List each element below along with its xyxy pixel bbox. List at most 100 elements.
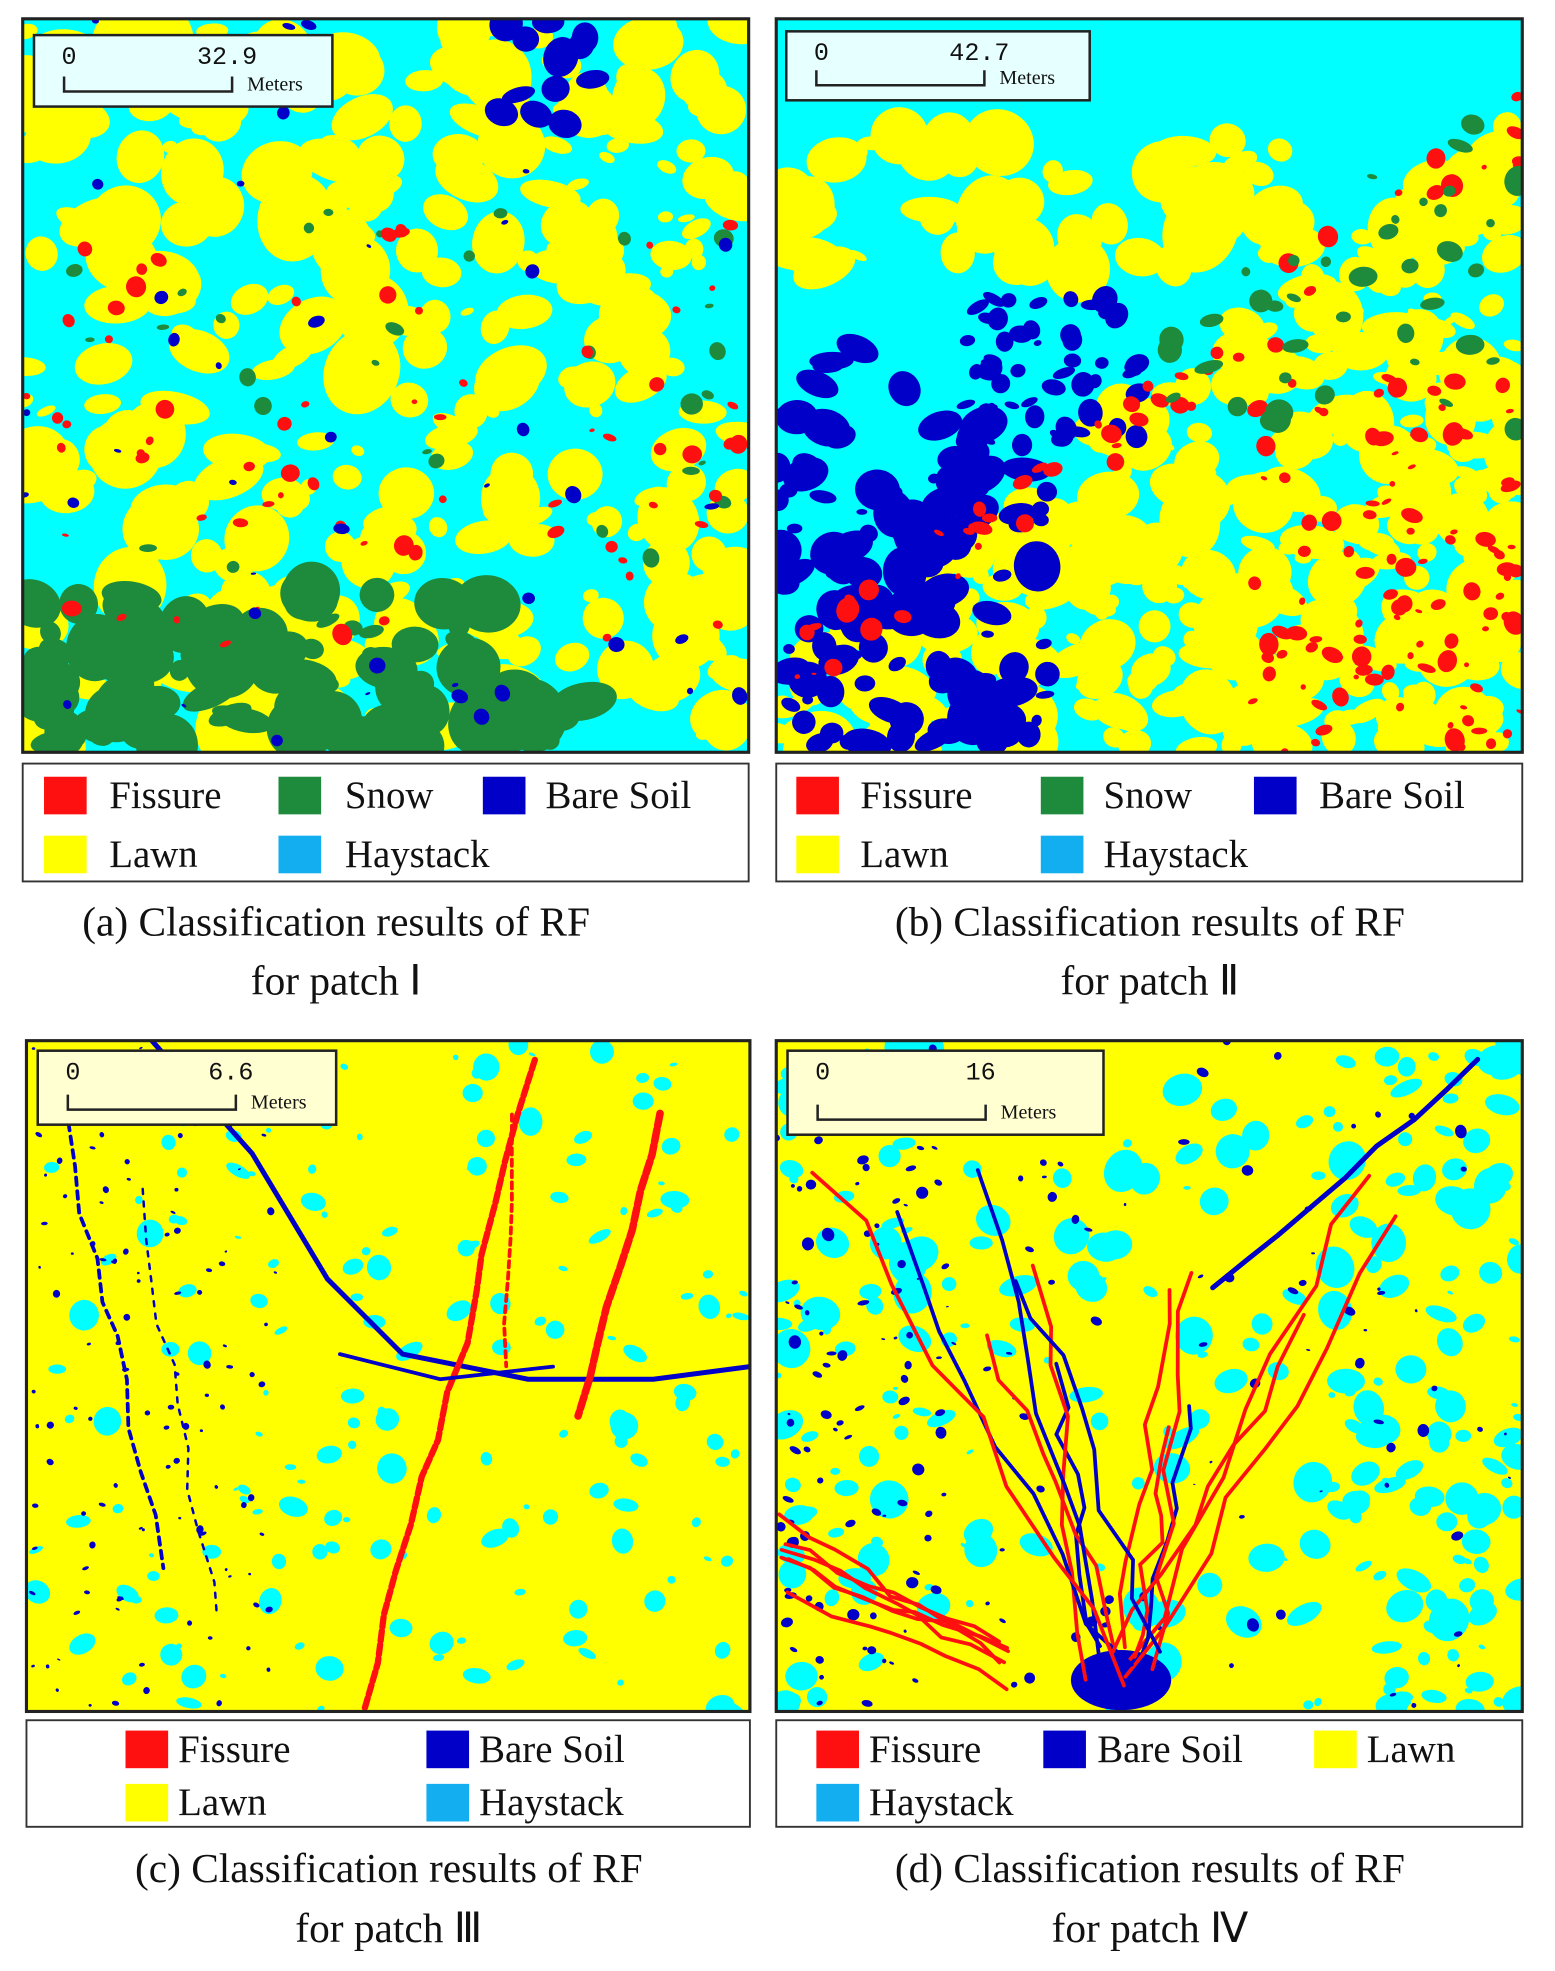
map-patch xyxy=(408,544,423,561)
map-patch xyxy=(784,1587,792,1593)
map-patch xyxy=(543,36,579,77)
map-patch xyxy=(658,1181,665,1186)
map-patch xyxy=(981,513,998,523)
map-patch xyxy=(827,530,873,564)
map-patch xyxy=(545,1320,565,1339)
legend-box xyxy=(775,762,1524,883)
map-patch xyxy=(287,668,327,698)
map-patch xyxy=(787,1413,791,1416)
map-patch xyxy=(115,1607,120,1611)
legend-label: Haystack xyxy=(345,833,490,876)
map-patch xyxy=(935,1409,946,1417)
map-patch xyxy=(359,624,384,639)
map-patch xyxy=(187,1341,212,1366)
map-patch xyxy=(1417,558,1428,565)
map-patch xyxy=(177,1132,183,1139)
map-patch xyxy=(724,1127,740,1142)
map-patch xyxy=(1375,1111,1381,1118)
map-patch xyxy=(197,1289,203,1295)
map-patch xyxy=(1299,597,1306,605)
map-patch xyxy=(571,22,599,53)
map-patch xyxy=(1463,582,1481,601)
map-line xyxy=(361,1056,538,1712)
map-patch xyxy=(1311,738,1321,747)
map-patch xyxy=(325,1541,341,1554)
map-patch xyxy=(786,1418,795,1427)
map-frame xyxy=(21,17,751,754)
map-patch xyxy=(174,1291,182,1295)
map-patch xyxy=(1066,633,1081,645)
map-patch xyxy=(1327,1368,1365,1394)
map-patch xyxy=(931,1145,938,1150)
map-patch xyxy=(782,1496,794,1503)
map-patch xyxy=(1012,475,1033,490)
map-patch xyxy=(968,523,978,532)
map-patch xyxy=(800,1296,841,1331)
map-patch xyxy=(123,1313,131,1321)
map-patch xyxy=(262,501,275,508)
map-patch xyxy=(859,1283,882,1300)
map-patch xyxy=(1407,308,1425,320)
map-patch xyxy=(84,394,122,415)
map-patch xyxy=(912,1570,920,1575)
map-patch xyxy=(582,589,599,603)
map-patch xyxy=(226,560,240,573)
map-patch xyxy=(187,1620,193,1626)
map-patch xyxy=(44,709,86,753)
map-patch xyxy=(927,718,965,744)
classification-map xyxy=(26,1040,750,1712)
map-patch xyxy=(147,1571,160,1582)
map-patch xyxy=(323,208,334,216)
map-patch xyxy=(1293,290,1340,332)
map-patch xyxy=(203,108,242,142)
map-patch xyxy=(784,1477,801,1493)
map-patch xyxy=(1214,1368,1248,1394)
map-patch xyxy=(1482,1457,1508,1475)
map-patch xyxy=(419,299,451,334)
map-patch xyxy=(78,350,128,373)
map-patch xyxy=(703,177,749,222)
map-patch xyxy=(776,569,800,595)
map-patch xyxy=(1511,156,1523,169)
map-patch xyxy=(1458,199,1479,223)
map-patch xyxy=(176,1167,188,1178)
map-patch xyxy=(698,460,706,466)
map-patch xyxy=(730,1449,740,1459)
map-patch xyxy=(1287,1601,1322,1627)
map-patch xyxy=(451,689,469,704)
map-patch xyxy=(1351,229,1373,245)
map-patch xyxy=(301,401,310,408)
map-patch xyxy=(36,405,56,417)
map-patch xyxy=(226,1162,251,1179)
map-patch xyxy=(809,683,821,692)
map-patch xyxy=(1439,398,1454,408)
map-patch xyxy=(1453,1631,1463,1637)
map-line xyxy=(141,1187,218,1612)
map-line xyxy=(985,1333,1116,1650)
map-patch xyxy=(892,1386,899,1390)
map-patch xyxy=(1417,1651,1431,1666)
map-patch xyxy=(89,416,162,489)
map-patch xyxy=(428,453,445,469)
map-patch xyxy=(166,1650,179,1662)
map-patch xyxy=(969,442,978,448)
map-patch xyxy=(523,1504,530,1510)
map-patch xyxy=(859,1445,880,1467)
map-patch xyxy=(468,582,495,612)
map-patch xyxy=(520,100,553,128)
map-patch xyxy=(60,469,97,494)
map-patch xyxy=(1503,339,1523,352)
map-patch xyxy=(776,221,813,271)
map-patch xyxy=(1091,286,1118,314)
map-patch xyxy=(1353,674,1359,680)
map-patch xyxy=(610,1412,639,1440)
map-patch xyxy=(277,492,284,499)
map-patch xyxy=(565,486,582,504)
map-patch xyxy=(1443,185,1456,197)
map-patch xyxy=(1186,422,1213,443)
map-patch xyxy=(1436,1512,1458,1532)
map-patch xyxy=(1426,148,1446,169)
map-patch xyxy=(1447,1649,1460,1662)
map-patch xyxy=(436,18,486,52)
